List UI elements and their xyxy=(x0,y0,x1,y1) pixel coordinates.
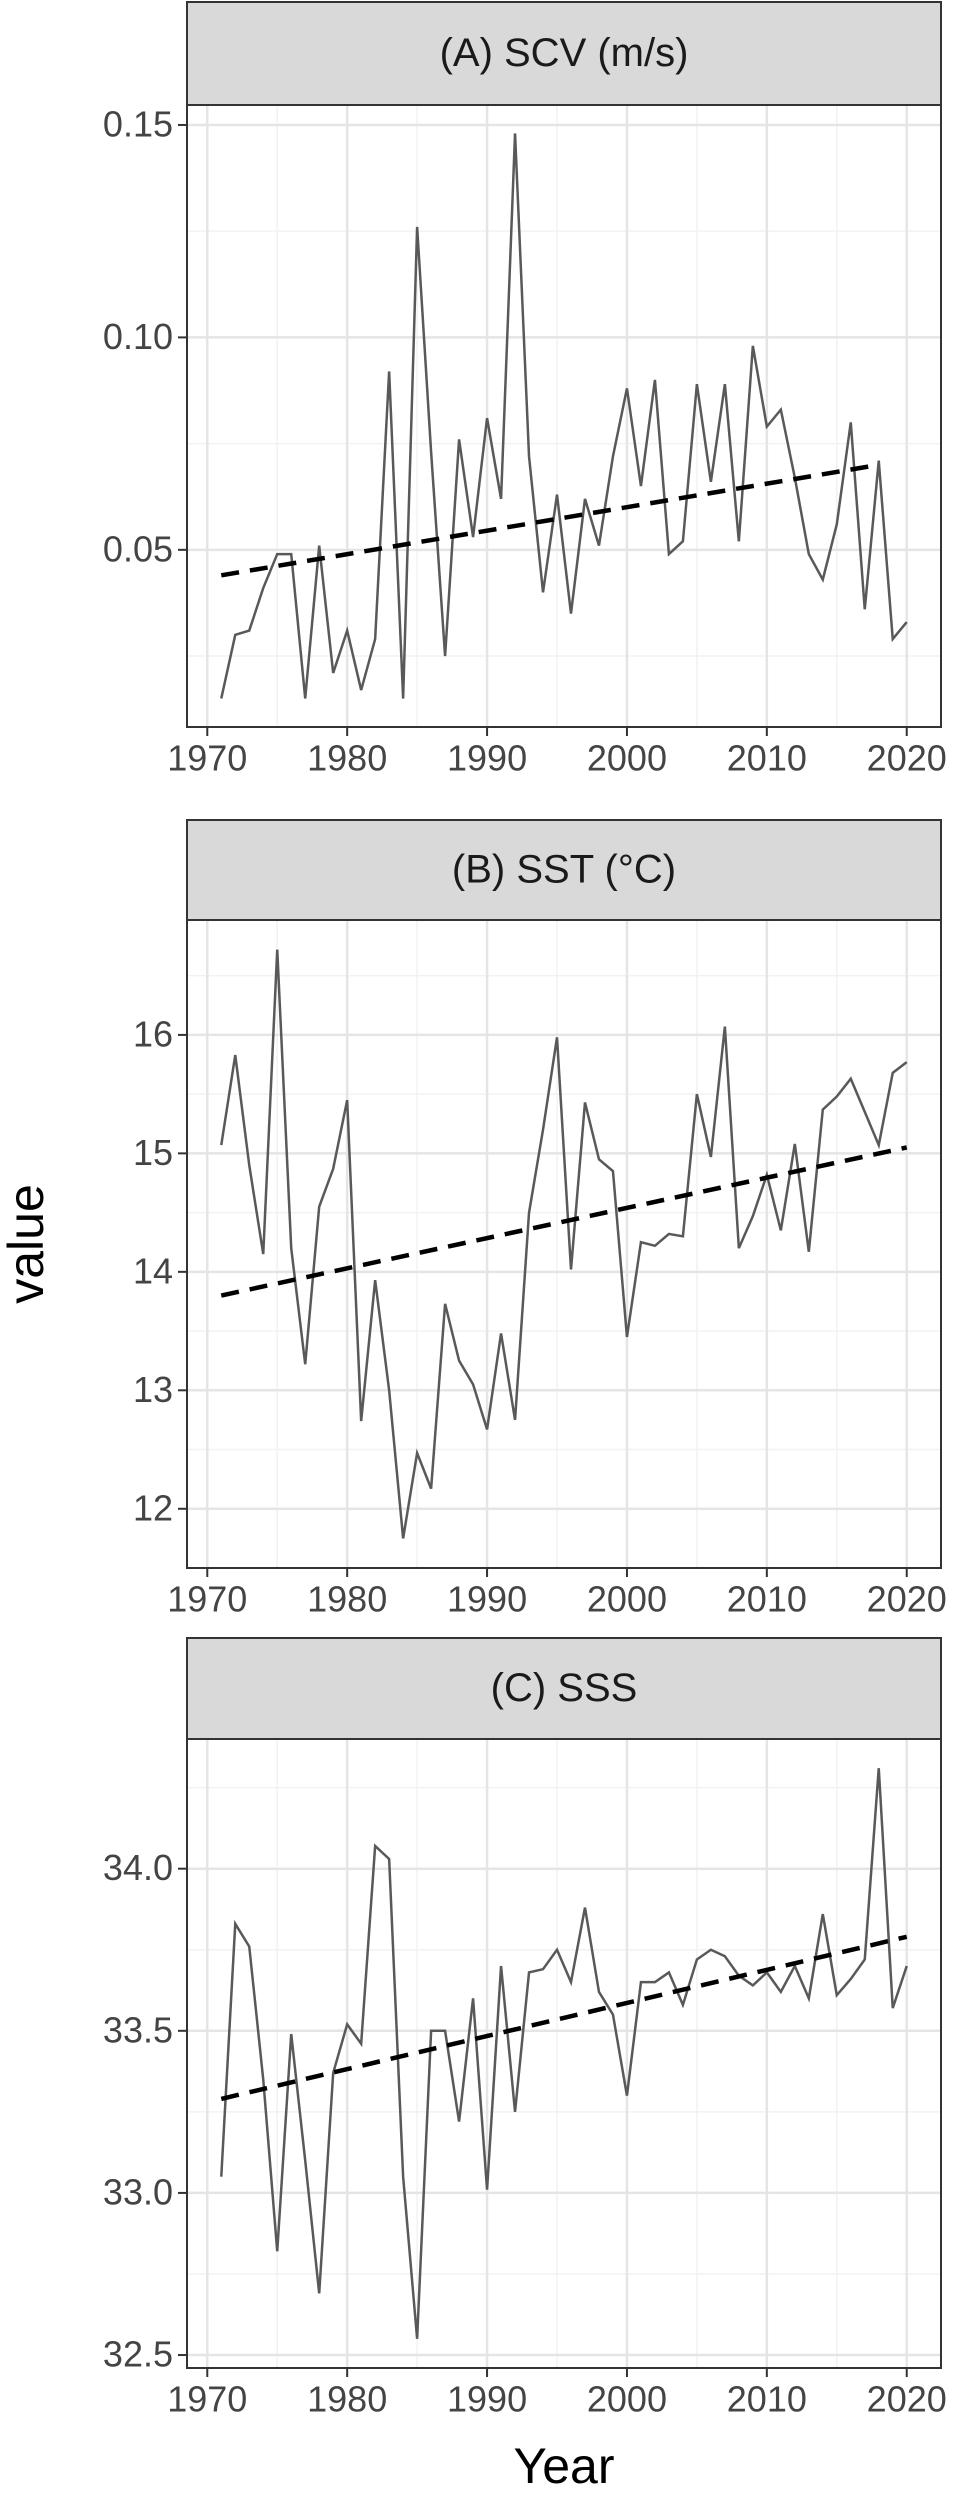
x-tick-label: 2000 xyxy=(587,1579,667,1620)
y-tick-label: 0.05 xyxy=(103,528,173,569)
strip-background xyxy=(186,1637,942,1740)
panel-border xyxy=(186,104,942,728)
strip-title: (A) SCV (m/s) xyxy=(440,31,689,75)
x-tick-label: 2020 xyxy=(867,738,947,779)
data-line xyxy=(220,949,908,1539)
y-tick-label: 0.10 xyxy=(103,316,173,357)
trend-line xyxy=(220,462,880,578)
x-tick-label: 2010 xyxy=(727,2379,807,2420)
y-tick-label: 15 xyxy=(133,1132,173,1173)
y-tick-label: 32.5 xyxy=(103,2334,173,2375)
x-tick-label: 1980 xyxy=(307,2379,387,2420)
x-tick-label: 1970 xyxy=(167,738,247,779)
y-tick-label: 34.0 xyxy=(103,1847,173,1888)
x-tick-label: 2020 xyxy=(867,2379,947,2420)
y-tick-label: 13 xyxy=(133,1369,173,1410)
x-tick-label: 2000 xyxy=(587,738,667,779)
data-line xyxy=(220,1768,908,2339)
strip-title: (B) SST (°C) xyxy=(452,848,676,892)
strip-background xyxy=(186,1,942,106)
panel-background xyxy=(187,920,941,1568)
y-tick-label: 0.15 xyxy=(103,103,173,144)
x-tick-label: 1990 xyxy=(447,2379,527,2420)
y-axis-title: value xyxy=(0,1184,54,1304)
x-tick-label: 2010 xyxy=(727,1579,807,1620)
x-tick-label: 1980 xyxy=(307,1579,387,1620)
x-tick-label: 1990 xyxy=(447,1579,527,1620)
panel-border xyxy=(186,1738,942,2369)
y-tick-label: 12 xyxy=(133,1487,173,1528)
y-tick-label: 16 xyxy=(133,1013,173,1054)
y-tick-label: 33.0 xyxy=(103,2171,173,2212)
x-tick-label: 1970 xyxy=(167,1579,247,1620)
strip-background xyxy=(186,819,942,921)
trend-line xyxy=(220,1934,908,2102)
x-tick-label: 1970 xyxy=(167,2379,247,2420)
x-axis-title: Year xyxy=(513,2438,614,2494)
data-line xyxy=(220,133,908,699)
x-tick-label: 2010 xyxy=(727,738,807,779)
x-tick-label: 2020 xyxy=(867,1579,947,1620)
y-tick-label: 14 xyxy=(133,1250,173,1291)
panel-border xyxy=(186,919,942,1569)
strip-title: (C) SSS xyxy=(491,1666,638,1710)
x-tick-label: 1990 xyxy=(447,738,527,779)
x-tick-label: 1980 xyxy=(307,738,387,779)
y-tick-label: 33.5 xyxy=(103,2009,173,2050)
panel-background xyxy=(187,1739,941,2368)
x-tick-label: 2000 xyxy=(587,2379,667,2420)
trend-line xyxy=(220,1145,908,1298)
